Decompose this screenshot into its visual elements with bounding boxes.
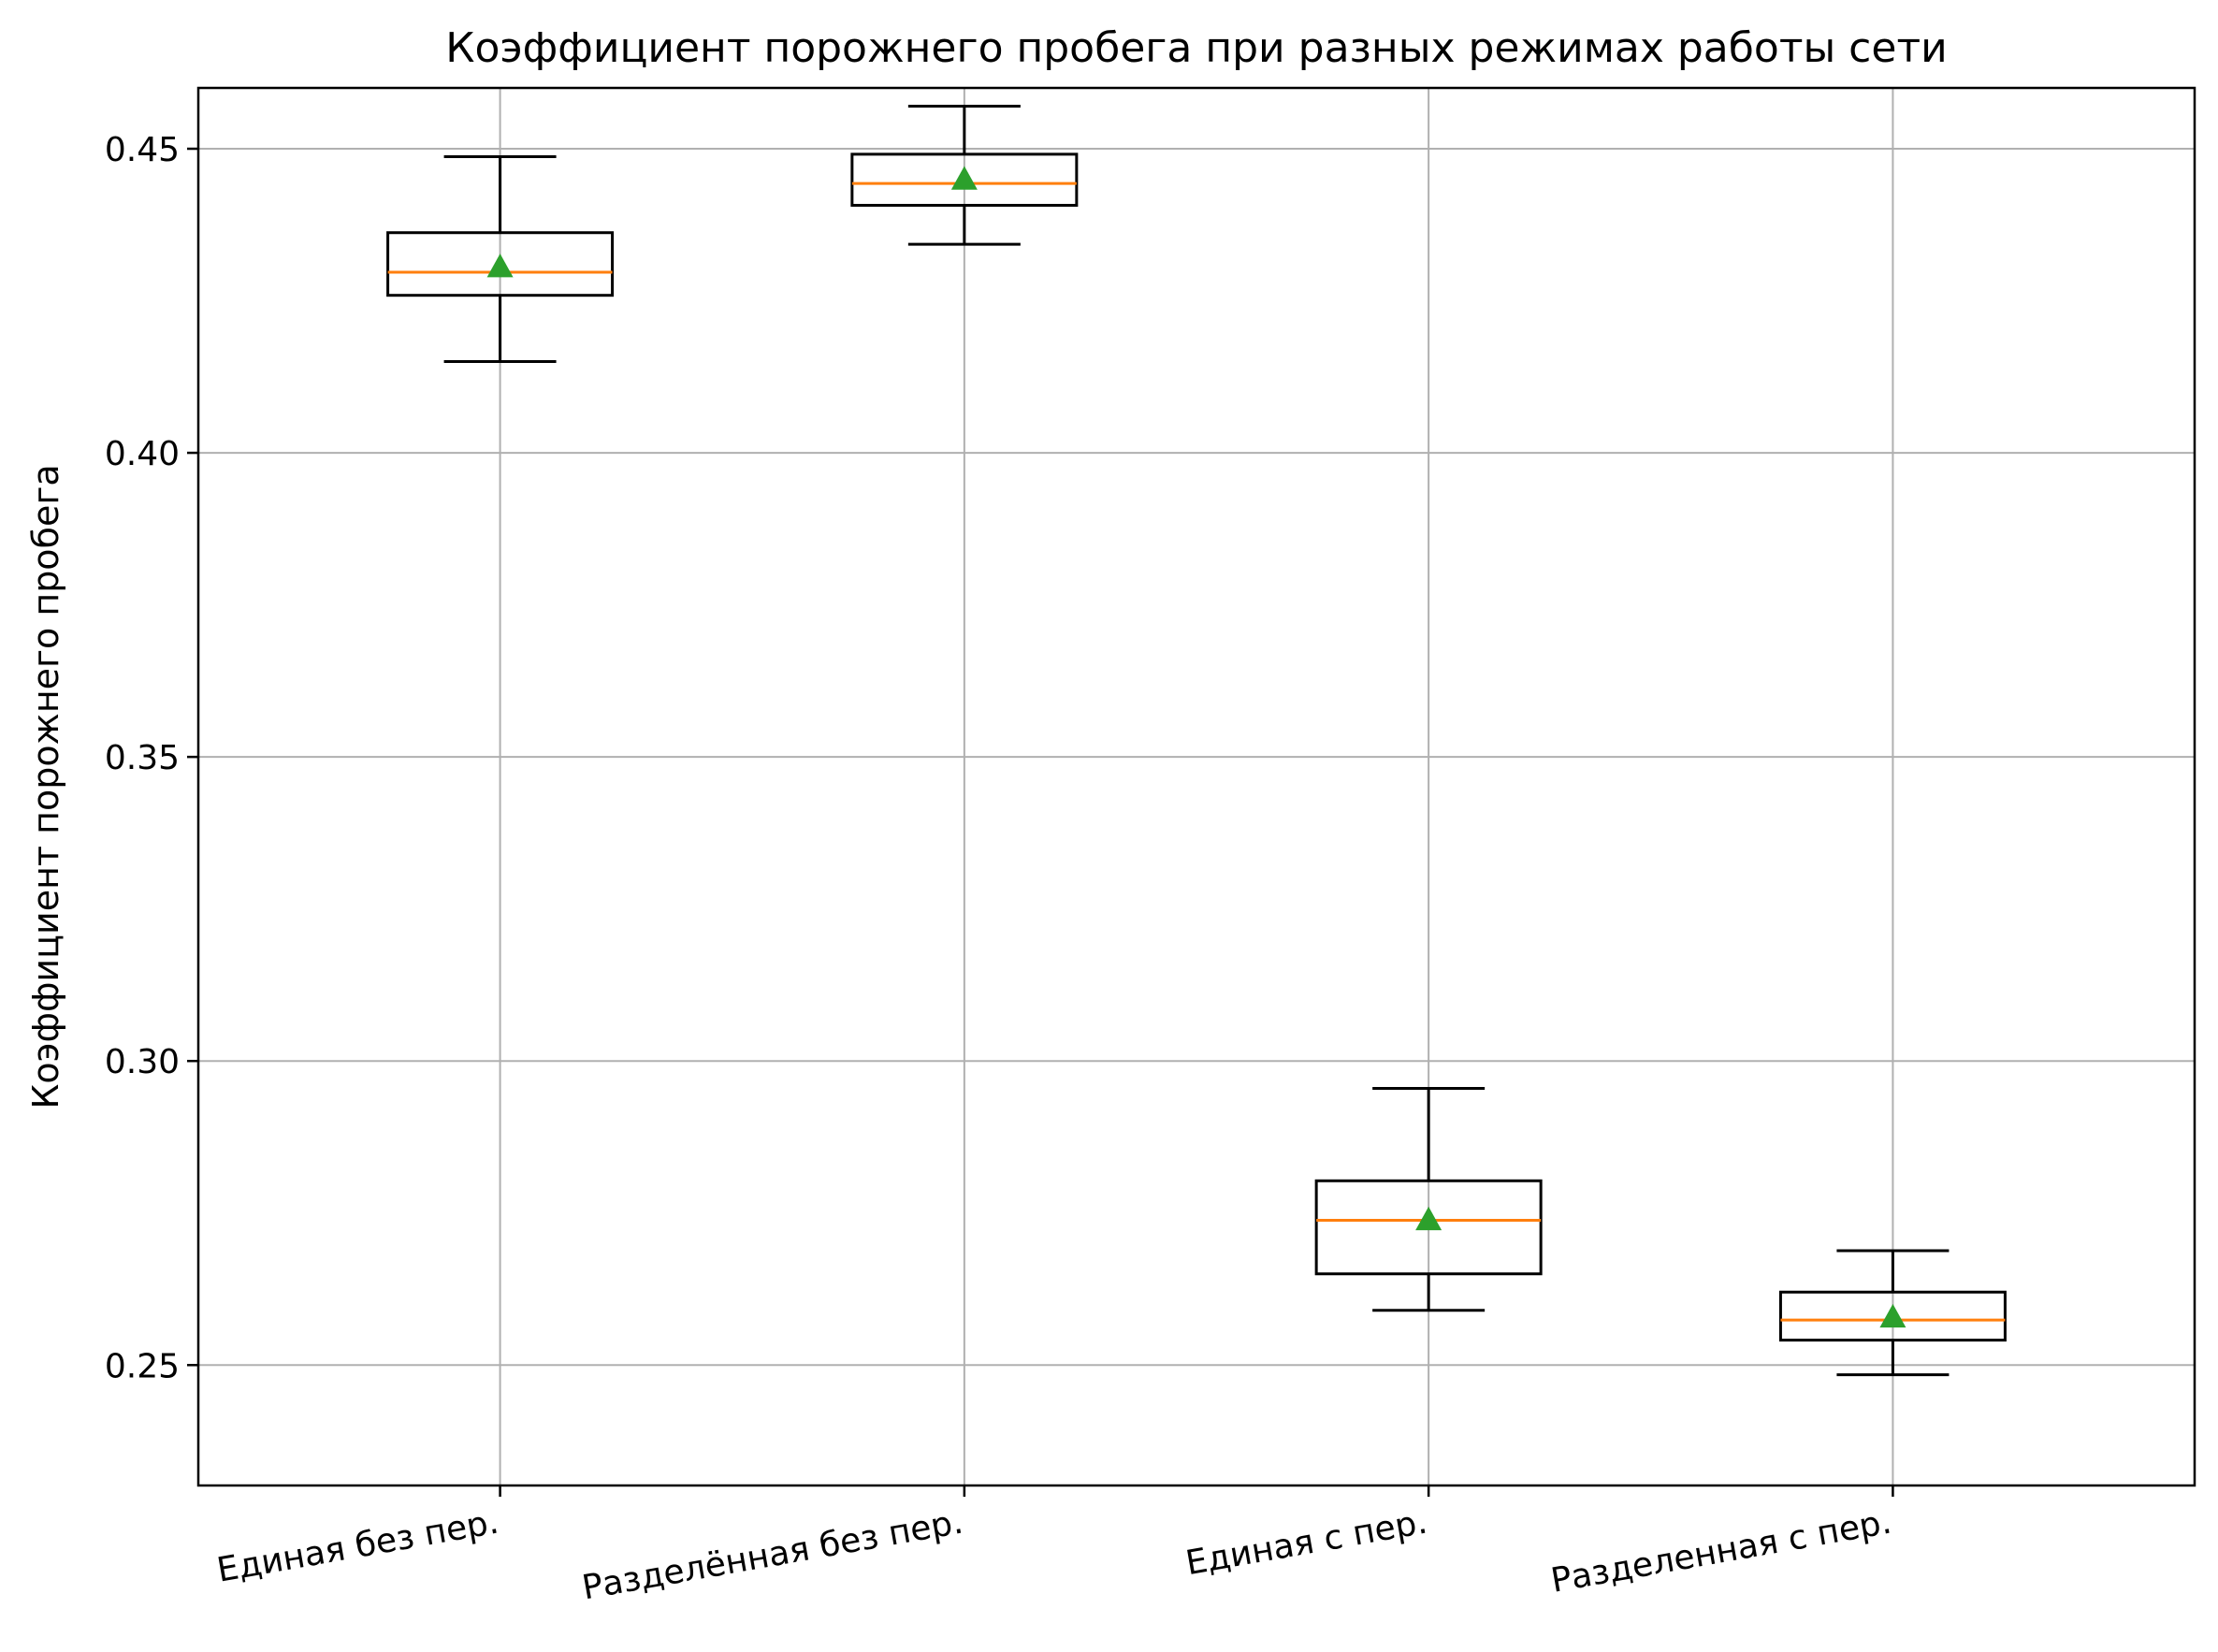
y-tick-label: 0.30 (105, 1043, 180, 1081)
plot-frame (196, 86, 2196, 1487)
y-tick-label: 0.25 (105, 1347, 180, 1385)
y-tick-label: 0.35 (105, 739, 180, 777)
mean-marker (1415, 1206, 1442, 1231)
x-tick-label: Разделённая без пер. (579, 1502, 965, 1607)
x-tick-label: Единая с пер. (1183, 1502, 1430, 1583)
box-2 (850, 105, 1079, 246)
iqr-box (850, 152, 1079, 207)
grid-lines (198, 88, 2195, 1485)
mean-marker (1879, 1303, 1906, 1328)
iqr-box (1778, 1290, 2007, 1342)
axes: 0.25 0.30 0.35 0.40 0.45 Единая без пер. Разде… (105, 131, 1894, 1607)
box-1 (386, 154, 615, 364)
chart-title: Коэффициент порожнего пробега при разных… (445, 24, 1947, 72)
y-axis-label: Коэффициент порожнего пробега (25, 464, 66, 1109)
box-3 (1314, 1086, 1543, 1312)
iqr-box (1314, 1179, 1543, 1276)
iqr-box (386, 231, 615, 297)
x-tick-label: Разделенная с пер. (1548, 1502, 1894, 1600)
y-tick-label: 0.45 (105, 131, 180, 169)
box-series (386, 105, 2007, 1377)
mean-marker (950, 166, 978, 190)
box-4 (1778, 1249, 2007, 1377)
mean-marker (486, 254, 514, 278)
x-tick-label: Единая без пер. (214, 1502, 501, 1589)
y-tick-label: 0.40 (105, 435, 180, 473)
